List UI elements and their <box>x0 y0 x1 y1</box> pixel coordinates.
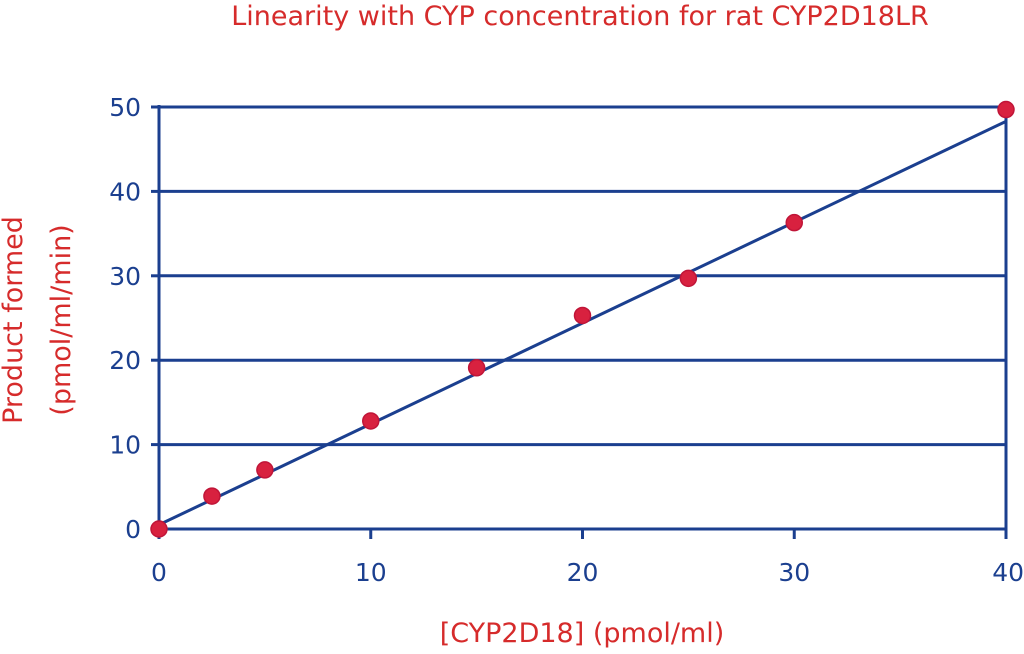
y-tick-label-0: 0 <box>125 515 141 544</box>
data-point-4 <box>467 359 486 377</box>
chart-title: Linearity with CYP concentration for rat… <box>231 1 929 32</box>
x-tick-label-3: 30 <box>778 558 810 587</box>
y-axis-title-line1: Product formed <box>0 216 29 424</box>
y-axis-title: Product formed (pmol/ml/min) <box>0 216 77 424</box>
x-axis-title: [CYP2D18] (pmol/ml) <box>440 618 725 649</box>
data-point-2 <box>256 461 274 479</box>
y-axis-title-line2: (pmol/ml/min) <box>46 224 77 415</box>
x-tick-label-1: 10 <box>355 558 387 587</box>
data-point-6 <box>679 269 698 288</box>
data-point-5 <box>573 306 592 325</box>
x-tick-label-2: 20 <box>567 558 599 587</box>
tick-labels: 0 10 20 30 40 50 0 10 20 30 40 <box>109 93 1024 587</box>
x-tick-label-4: 40 <box>992 558 1024 587</box>
y-tick-label-3: 30 <box>109 262 141 291</box>
data-point-0 <box>150 520 168 538</box>
y-tick-label-2: 20 <box>109 346 141 375</box>
data-point-1 <box>203 487 221 505</box>
y-tick-label-4: 40 <box>109 177 141 206</box>
data-point-8 <box>997 100 1015 119</box>
grid-lines <box>159 105 1006 447</box>
y-tick-label-1: 10 <box>109 431 141 460</box>
data-point-7 <box>785 213 803 232</box>
y-tick-label-5: 50 <box>109 93 141 122</box>
data-points <box>150 100 1015 538</box>
x-tick-label-0: 0 <box>151 558 167 587</box>
data-point-3 <box>362 412 380 430</box>
